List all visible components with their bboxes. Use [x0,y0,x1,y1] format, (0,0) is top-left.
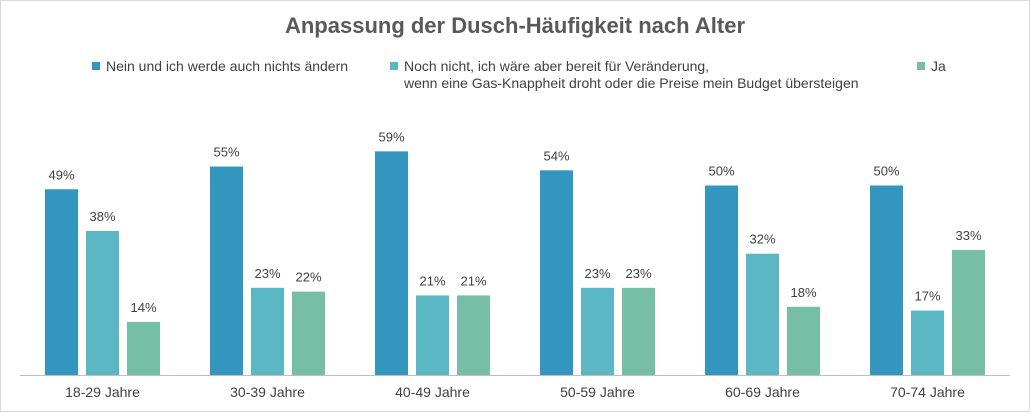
data-label: 17% [914,289,940,304]
bar [911,310,944,375]
data-label: 23% [625,266,651,281]
x-tick-label: 40-49 Jahre [395,384,470,400]
data-label: 54% [543,148,569,163]
data-label: 50% [708,163,734,178]
data-label: 21% [419,273,445,288]
bar [457,295,490,375]
chart-title: Anpassung der Dusch-Häufigkeit nach Alte… [284,13,746,38]
data-label: 33% [955,228,981,243]
bar [375,151,408,375]
data-label: 21% [460,273,486,288]
data-label: 32% [749,232,775,247]
x-tick-label: 60-69 Jahre [725,384,800,400]
bar [581,287,614,375]
legend-item-noch-nicht: Noch nicht, ich wäre aber bereit für Ver… [390,58,859,92]
data-label: 38% [89,209,115,224]
data-label: 55% [213,145,239,160]
bar [251,287,284,375]
x-tick-label: 70-74 Jahre [890,384,965,400]
bar [787,306,820,375]
legend-label-ja: Ja [931,58,946,74]
data-label: 14% [130,300,156,315]
data-label: 23% [254,266,280,281]
bar [540,170,573,375]
bar [86,230,119,375]
data-label: 50% [873,163,899,178]
bar [952,249,985,375]
data-label: 23% [584,266,610,281]
legend-label-noch-nicht: Noch nicht, ich wäre aber bereit für Ver… [404,58,859,91]
legend-swatch-nein [92,62,100,70]
data-label: 18% [790,285,816,300]
x-tick-label: 18-29 Jahre [65,384,140,400]
bar [210,166,243,375]
legend-item-nein: Nein und ich werde auch nichts ändern [92,58,348,75]
x-tick-label: 30-39 Jahre [230,384,305,400]
data-label: 49% [48,167,74,182]
bar [622,287,655,375]
bar [416,295,449,375]
legend-swatch-ja [917,62,925,70]
data-label: 59% [378,129,404,144]
legend-item-ja: Ja [917,58,946,75]
legend-swatch-noch-nicht [390,62,398,70]
bar [870,185,903,375]
bar [746,253,779,375]
x-tick-label: 50-59 Jahre [560,384,635,400]
data-label: 22% [295,270,321,285]
bar [127,321,160,375]
legend-label-nein: Nein und ich werde auch nichts ändern [106,58,349,74]
bar [705,185,738,375]
bar [292,291,325,375]
bar [45,189,78,375]
